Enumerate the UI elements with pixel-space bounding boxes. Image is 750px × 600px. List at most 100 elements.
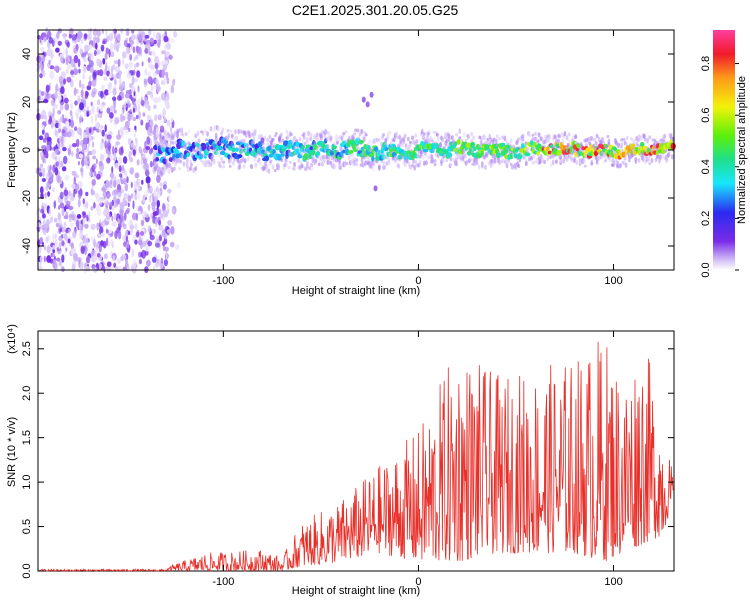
spectrogram-signal-cell	[206, 142, 210, 147]
spectrogram-halo-cell	[360, 157, 364, 164]
spectrogram-halo-cell	[423, 160, 426, 166]
spectrogram-noise-cell	[55, 257, 61, 262]
spectrogram-noise-cell	[79, 102, 84, 111]
spectrogram-halo-cell	[593, 137, 597, 142]
spectrogram-noise-cell	[103, 253, 108, 260]
spectrogram-noise-cell	[40, 63, 43, 72]
spectrogram-noise-cell	[129, 39, 135, 46]
spectrogram-noise-cell	[68, 214, 72, 223]
spectrogram-halo-cell	[300, 163, 304, 168]
spectrogram-noise-cell	[144, 79, 147, 86]
spectrogram-noise-cell	[135, 138, 138, 148]
spectrogram-noise-cell	[58, 260, 62, 267]
spectrogram-noise-cell	[137, 85, 140, 93]
spectrogram-noise-cell	[130, 181, 133, 189]
snr-y-tick-label: 0.0	[21, 563, 33, 578]
spectrogram-signal-cell	[537, 143, 542, 148]
spectrogram-noise-cell	[161, 202, 166, 211]
spectrogram-noise-cell	[141, 153, 146, 161]
spectrogram-signal-cell	[217, 145, 224, 151]
spectrogram-noise-cell	[82, 137, 88, 145]
spectrogram-halo-cell	[209, 161, 213, 167]
spectrogram-noise-cell	[134, 180, 137, 189]
spectrogram-halo-cell	[371, 166, 375, 172]
spectrogram-halo-cell	[327, 156, 331, 163]
spectrogram-halo-cell	[492, 137, 496, 142]
spectrogram-noise-cell	[67, 64, 72, 70]
spectrogram-noise-cell	[82, 218, 85, 227]
spectrogram-noise-cell	[39, 163, 44, 168]
spectrogram-halo-cell	[179, 159, 183, 164]
spectrogram-halo-cell	[578, 158, 582, 163]
spectrogram-noise-cell	[39, 208, 45, 214]
spectrogram-noise-cell	[140, 119, 144, 126]
spectrogram-noise-cell	[49, 65, 55, 70]
spectrogram-halo-cell	[317, 136, 321, 141]
spectrogram-halo-cell	[661, 154, 664, 159]
spectrogram-noise-cell	[91, 105, 95, 115]
spectrogram-noise-cell	[135, 62, 140, 68]
spectrogram-noise-cell	[97, 252, 101, 258]
spectrogram-noise-cell	[45, 151, 49, 159]
spectrogram-halo-cell	[238, 139, 242, 143]
spectrogram-noise-cell	[155, 78, 159, 86]
spectrogram-noise-cell	[54, 243, 58, 249]
spectrogram-noise-cell	[140, 219, 145, 226]
spectrogram-halo-cell	[267, 168, 271, 174]
spectrogram-noise-cell	[88, 134, 92, 143]
spectrogram-halo-cell	[558, 134, 561, 139]
spectrogram-noise-cell	[128, 230, 131, 236]
spectrogram-noise-cell	[117, 129, 120, 138]
spectrogram-halo-cell	[501, 158, 505, 162]
spectrogram-noise-cell	[152, 210, 158, 217]
spectrogram-halo-cell	[383, 152, 387, 156]
spectrogram-noise-cell	[106, 157, 111, 164]
spectrogram-noise-cell	[123, 223, 127, 230]
spectrogram-halo-cell	[409, 140, 412, 144]
spectrogram-noise-cell	[142, 163, 148, 170]
spectrogram-halo-cell	[424, 152, 427, 157]
spectrogram-noise-cell	[129, 224, 135, 230]
spectrogram-halo-cell	[434, 152, 438, 158]
spectrogram-halo-cell	[432, 130, 436, 134]
spectrogram-noise-cell	[92, 141, 95, 148]
spectrogram-noise-cell	[122, 197, 126, 207]
spectrogram-halo-cell	[594, 141, 598, 146]
spectrogram-halo-cell	[539, 136, 543, 141]
spectrogram-noise-cell	[75, 109, 81, 116]
spectrogram-halo-cell	[229, 156, 233, 161]
spectrogram-noise-cell	[40, 46, 45, 52]
spectrogram-noise-cell	[117, 58, 121, 67]
spectrogram-halo-cell	[168, 163, 172, 169]
spectrogram-noise-cell	[65, 211, 69, 220]
spectrogram-noise-cell	[60, 56, 64, 64]
spectrogram-halo-cell	[670, 154, 674, 160]
spectrogram-halo-cell	[271, 164, 275, 170]
spectrogram-noise-cell	[88, 80, 92, 87]
spectrogram-noise-cell	[99, 112, 103, 119]
spectrogram-noise-cell	[63, 97, 69, 104]
spectrogram-signal-cell	[536, 151, 540, 156]
spectrogram-noise-cell	[153, 84, 156, 91]
spectrogram-halo-cell	[637, 158, 641, 163]
spectrogram-noise-cell	[59, 116, 65, 123]
spectrogram-noise-cell	[102, 184, 107, 193]
spectrogram-halo-cell	[375, 160, 379, 164]
spectrogram-feature-cell	[260, 137, 265, 144]
spectrogram-noise-cell	[104, 140, 107, 149]
spectrogram-noise-cell	[87, 32, 92, 42]
spectrogram-noise-cell	[113, 180, 117, 188]
spectrogram-noise-cell	[134, 239, 138, 245]
spectrogram-noise-cell	[156, 200, 160, 208]
spectrogram-noise-cell	[153, 50, 156, 57]
spectrogram-halo-cell	[530, 156, 534, 161]
spectrogram-halo-cell	[254, 128, 258, 134]
spectrogram-noise-cell	[107, 234, 111, 240]
spectrogram-halo-cell	[258, 161, 262, 166]
spectrogram-noise-cell	[139, 231, 145, 236]
spectrogram-noise-cell	[77, 198, 81, 208]
spectrogram-noise-cell	[141, 61, 144, 67]
spectrogram-halo-cell	[435, 133, 439, 137]
spectrogram-noise-cell	[65, 41, 70, 47]
spectrogram-signal-cell	[373, 146, 379, 152]
